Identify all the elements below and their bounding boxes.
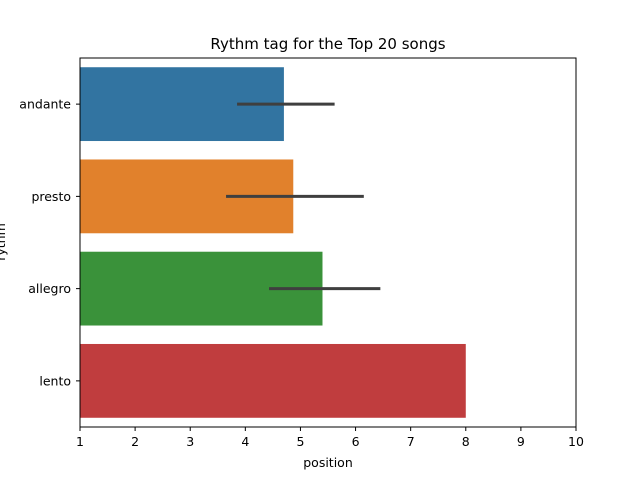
x-tick-label-1: 1 bbox=[76, 434, 84, 449]
x-tick-label-8: 8 bbox=[462, 434, 470, 449]
y-tick-label-allegro: allegro bbox=[28, 281, 71, 296]
x-tick-label-4: 4 bbox=[241, 434, 249, 449]
x-tick-label-3: 3 bbox=[186, 434, 194, 449]
y-tick-label-presto: presto bbox=[31, 189, 71, 204]
y-tick-label-andante: andante bbox=[19, 97, 71, 112]
x-tick-label-2: 2 bbox=[131, 434, 139, 449]
x-axis: 1 2 3 4 5 6 7 8 9 10 bbox=[76, 427, 584, 449]
x-tick-label-10: 10 bbox=[568, 434, 584, 449]
x-tick-label-7: 7 bbox=[407, 434, 415, 449]
chart-title: Rythm tag for the Top 20 songs bbox=[210, 35, 445, 53]
plot-frame bbox=[79, 57, 577, 428]
y-axis: andante presto allegro lento bbox=[19, 97, 80, 388]
y-tick-label-lento: lento bbox=[39, 373, 71, 388]
y-axis-label: rythm bbox=[0, 223, 8, 261]
plot-area bbox=[80, 67, 466, 418]
x-tick-label-9: 9 bbox=[517, 434, 525, 449]
x-tick-label-5: 5 bbox=[296, 434, 304, 449]
bar-lento bbox=[80, 343, 466, 418]
x-axis-label: position bbox=[303, 455, 353, 470]
x-tick-label-6: 6 bbox=[352, 434, 360, 449]
